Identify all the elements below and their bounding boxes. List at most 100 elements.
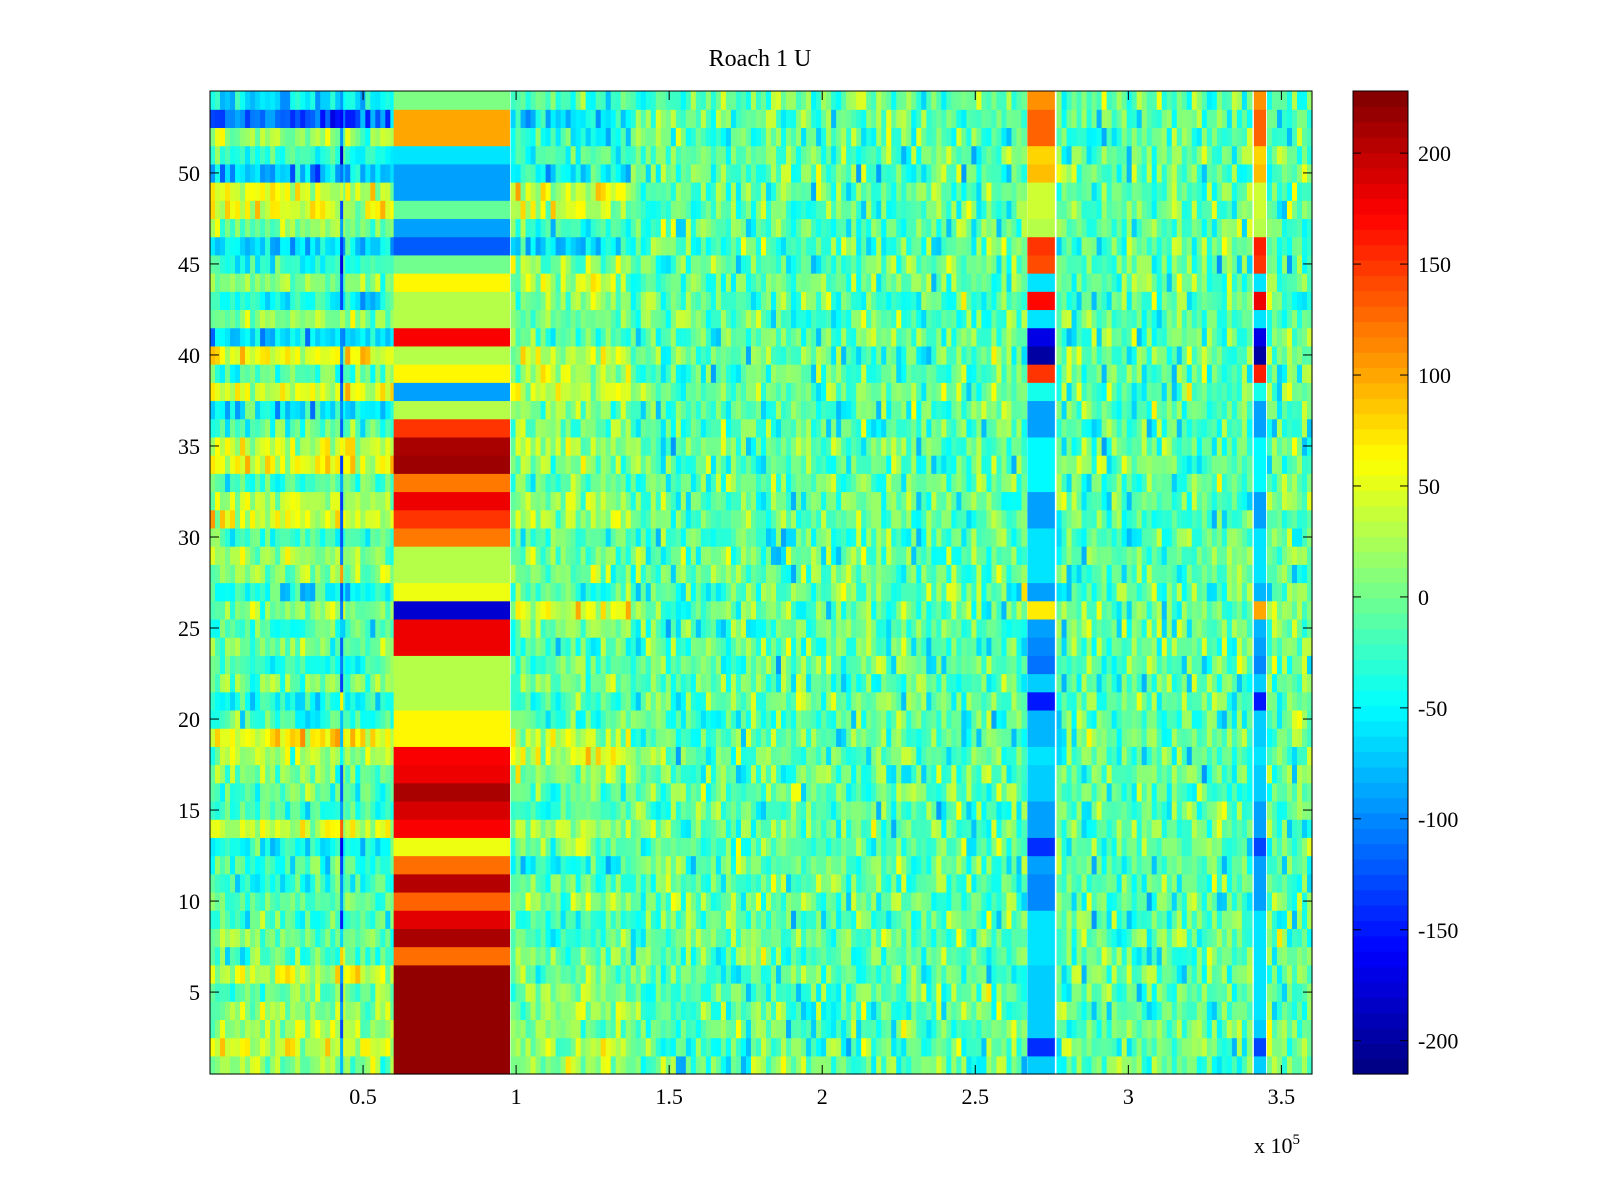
heatmap-cell — [535, 728, 542, 747]
heatmap-cell — [635, 910, 642, 929]
heatmap-cell — [956, 891, 962, 911]
heatmap-cell — [235, 746, 241, 766]
heatmap-cell — [841, 819, 847, 838]
heatmap-cell — [771, 855, 777, 875]
heatmap-cell — [821, 928, 827, 948]
heatmap-cell — [836, 800, 842, 820]
heatmap-cell — [846, 1019, 852, 1039]
heatmap-cell — [245, 600, 251, 620]
heatmap-cell — [1076, 964, 1083, 984]
heatmap-cell — [550, 600, 557, 620]
heatmap-cell — [791, 728, 797, 747]
heatmap-cell — [1086, 600, 1093, 620]
heatmap-cell — [690, 728, 697, 747]
heatmap-cell — [861, 582, 867, 602]
heatmap-cell — [335, 764, 341, 784]
heatmap-cell — [836, 946, 842, 966]
heatmap-cell — [916, 964, 922, 984]
heatmap-cell — [996, 691, 1003, 711]
heatmap-cell — [906, 673, 912, 693]
heatmap-cell — [320, 1001, 326, 1020]
heatmap-cell — [1096, 819, 1103, 838]
heatmap-cell — [255, 764, 261, 784]
heatmap-cell — [776, 800, 782, 820]
heatmap-cell — [510, 1055, 517, 1075]
heatmap-cell — [1231, 691, 1238, 711]
heatmap-cell — [565, 837, 572, 857]
heatmap-cell — [1056, 691, 1063, 711]
heatmap-cell — [730, 764, 737, 784]
heatmap-cell — [260, 873, 266, 893]
heatmap-cell — [1096, 1019, 1103, 1039]
heatmap-cell — [330, 600, 336, 620]
heatmap-cell — [350, 946, 356, 966]
heatmap-cell — [660, 764, 667, 784]
heatmap-cell — [325, 891, 331, 911]
heatmap-cell — [1306, 1037, 1313, 1057]
heatmap-cell — [290, 655, 296, 675]
heatmap-cell — [766, 709, 772, 729]
heatmap-cell — [310, 618, 316, 638]
heatmap-cell — [1141, 800, 1148, 820]
heatmap-cell — [595, 728, 602, 747]
heatmap-cell — [1156, 1055, 1163, 1075]
heatmap-cell — [680, 800, 687, 820]
heatmap-cell — [680, 1037, 687, 1057]
heatmap-cell — [325, 618, 331, 638]
heatmap-cell — [981, 1001, 988, 1020]
heatmap-cell — [1001, 1055, 1008, 1075]
heatmap-cell — [1156, 782, 1163, 802]
heatmap-cell — [375, 1019, 381, 1039]
heatmap-cell — [605, 728, 612, 747]
heatmap-cell — [1126, 1055, 1133, 1075]
heatmap-cell — [1296, 946, 1303, 966]
heatmap-cell — [655, 691, 662, 711]
heatmap-cell — [886, 819, 892, 838]
heatmap-cell — [1186, 928, 1193, 948]
heatmap-cell — [1226, 873, 1233, 893]
heatmap-cell — [1116, 873, 1123, 893]
heatmap-cell — [1056, 1001, 1063, 1020]
heatmap-cell — [866, 982, 872, 1002]
heatmap-cell — [300, 637, 306, 656]
heatmap-cell — [280, 837, 286, 857]
heatmap-cell — [325, 709, 331, 729]
heatmap-cell — [1131, 1001, 1138, 1020]
heatmap-cell — [1136, 637, 1143, 656]
heatmap-cell — [766, 1001, 772, 1020]
heatmap-cell — [650, 910, 657, 929]
heatmap-cell — [705, 691, 712, 711]
heatmap-cell — [931, 800, 937, 820]
heatmap-cell — [766, 891, 772, 911]
heatmap-cell — [255, 800, 261, 820]
heatmap-cell — [846, 819, 852, 838]
heatmap-cell — [600, 1019, 607, 1039]
heatmap-cell — [786, 655, 792, 675]
heatmap-cell — [1081, 1055, 1088, 1075]
heatmap-cell — [210, 746, 216, 766]
heatmap-cell — [931, 855, 937, 875]
heatmap-cell — [270, 600, 276, 620]
heatmap-cell — [665, 1037, 672, 1057]
heatmap-cell — [295, 800, 301, 820]
heatmap-cell — [1141, 746, 1148, 766]
heatmap-cell — [1136, 673, 1143, 693]
heatmap-cell — [946, 1055, 952, 1075]
heatmap-cell — [525, 709, 532, 729]
heatmap-cell — [635, 819, 642, 838]
heatmap-cell — [1281, 819, 1288, 838]
heatmap-cell — [1186, 618, 1193, 638]
heatmap-cell — [380, 1001, 386, 1020]
heatmap-cell — [1136, 873, 1143, 893]
heatmap-cell — [946, 982, 952, 1002]
heatmap-cell — [1306, 819, 1313, 838]
heatmap-cell — [1116, 673, 1123, 693]
heatmap-cell — [806, 891, 812, 911]
heatmap-cell — [565, 728, 572, 747]
heatmap-cell — [931, 764, 937, 784]
heatmap-cell — [1061, 819, 1068, 838]
heatmap-cell — [956, 946, 962, 966]
heatmap-cell — [1281, 855, 1288, 875]
heatmap-cell — [1001, 673, 1008, 693]
heatmap-cell — [811, 1037, 817, 1057]
